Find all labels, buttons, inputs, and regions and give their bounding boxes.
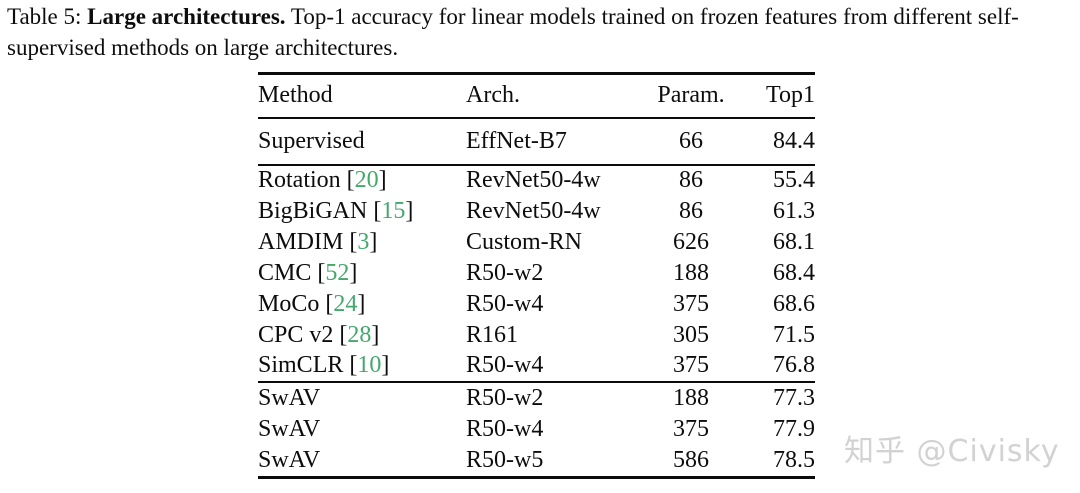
top1-cell: 68.6 — [773, 290, 815, 317]
caption-title: Large architectures. — [87, 4, 286, 29]
table-row: CPC v2 [28] R161 305 71.5 — [258, 320, 815, 351]
table-row: MoCo [24] R50-w4 375 68.6 — [258, 289, 815, 320]
param-cell: 86 — [679, 197, 703, 224]
arch-cell: R161 — [466, 321, 519, 348]
citation-link[interactable]: 15 — [381, 197, 406, 224]
top1-cell: 77.3 — [737, 380, 815, 414]
citation-link[interactable]: 24 — [333, 290, 358, 317]
citation-link[interactable]: 28 — [347, 321, 372, 348]
top1-cell: 77.9 — [773, 416, 815, 442]
column-header-param: Param. — [657, 82, 725, 109]
top1-cell: 68.1 — [773, 228, 815, 255]
param-cell: 86 — [645, 163, 737, 196]
param-cell: 586 — [673, 447, 709, 474]
table-row: SwAV R50-w2 188 77.3 — [258, 380, 815, 414]
arch-cell: RevNet50-4w — [466, 163, 645, 196]
arch-cell: R50-w5 — [466, 447, 544, 474]
param-cell: 66 — [645, 116, 737, 165]
arch-cell: R50-w2 — [466, 259, 544, 286]
citation-link[interactable]: 52 — [325, 259, 350, 286]
table-section-2: SwAV R50-w2 188 77.3 SwAV R50-w4 375 77.9 SwAV R5… — [258, 380, 815, 478]
top1-cell: 71.5 — [773, 321, 815, 348]
table-row: SimCLR [10] R50-w4 375 76.8 — [258, 351, 815, 382]
arch-cell: EffNet-B7 — [466, 116, 645, 165]
top1-cell: 61.3 — [773, 197, 815, 224]
param-cell: 188 — [645, 380, 737, 414]
method-cell: AMDIM [3] — [258, 228, 378, 255]
citation-link[interactable]: 10 — [357, 352, 382, 378]
top1-cell: 76.8 — [773, 352, 815, 378]
method-cell: SwAV — [258, 380, 466, 414]
method-cell: SwAV — [258, 447, 321, 474]
table-row: Rotation [20] RevNet50-4w 86 55.4 — [258, 163, 815, 196]
table-caption: Table 5: Large architectures. Top-1 accu… — [7, 2, 1076, 63]
top1-cell: 68.4 — [773, 259, 815, 286]
citation-link[interactable]: 20 — [354, 167, 379, 193]
table-section-0: Supervised EffNet-B7 66 84.4 — [258, 116, 815, 165]
table-row: SwAV R50-w4 375 77.9 — [258, 414, 815, 446]
param-cell: 188 — [673, 259, 709, 286]
column-header-arch: Arch. — [466, 82, 520, 109]
method-cell: SwAV — [258, 416, 321, 442]
watermark: 知乎 @Civisky — [844, 434, 1060, 469]
top1-cell: 84.4 — [737, 116, 815, 165]
method-cell: CPC v2 [28] — [258, 321, 380, 348]
results-table: Method Arch. Param. Top1 Supervised EffNe… — [258, 72, 815, 479]
table-row: BigBiGAN [15] RevNet50-4w 86 61.3 — [258, 196, 815, 227]
table-row: Supervised EffNet-B7 66 84.4 — [258, 116, 815, 165]
header-row: Method Arch. Param. Top1 — [258, 74, 815, 118]
method-cell: Rotation [20] — [258, 163, 466, 196]
arch-cell: R50-w4 — [466, 290, 544, 317]
table-row: SwAV R50-w5 586 78.5 — [258, 446, 815, 478]
caption-label: Table 5: — [7, 4, 88, 29]
table-row: AMDIM [3] Custom-RN 626 68.1 — [258, 227, 815, 258]
caption-body: Top-1 accuracy for linear models trained… — [7, 4, 1019, 60]
arch-cell: Custom-RN — [466, 228, 583, 255]
method-cell: Supervised — [258, 116, 466, 165]
method-cell: MoCo [24] — [258, 290, 366, 317]
param-cell: 375 — [673, 290, 709, 317]
column-header-method: Method — [258, 82, 333, 109]
method-cell: BigBiGAN [15] — [258, 197, 414, 224]
method-cell: SimCLR [10] — [258, 352, 390, 378]
param-cell: 626 — [673, 228, 709, 255]
arch-cell: R50-w2 — [466, 380, 645, 414]
arch-cell: RevNet50-4w — [466, 197, 601, 224]
top1-cell: 78.5 — [773, 447, 815, 474]
arch-cell: R50-w4 — [466, 416, 544, 442]
top1-cell: 55.4 — [737, 163, 815, 196]
column-header-top1: Top1 — [766, 82, 815, 109]
param-cell: 375 — [673, 416, 709, 442]
table-row: CMC [52] R50-w2 188 68.4 — [258, 258, 815, 289]
table-header: Method Arch. Param. Top1 — [258, 74, 815, 118]
arch-cell: R50-w4 — [466, 352, 544, 378]
param-cell: 375 — [673, 352, 709, 378]
table-section-1: Rotation [20] RevNet50-4w 86 55.4 BigBiGAN [… — [258, 163, 815, 382]
param-cell: 305 — [673, 321, 709, 348]
citation-link[interactable]: 3 — [357, 228, 370, 255]
method-cell: CMC [52] — [258, 259, 358, 286]
